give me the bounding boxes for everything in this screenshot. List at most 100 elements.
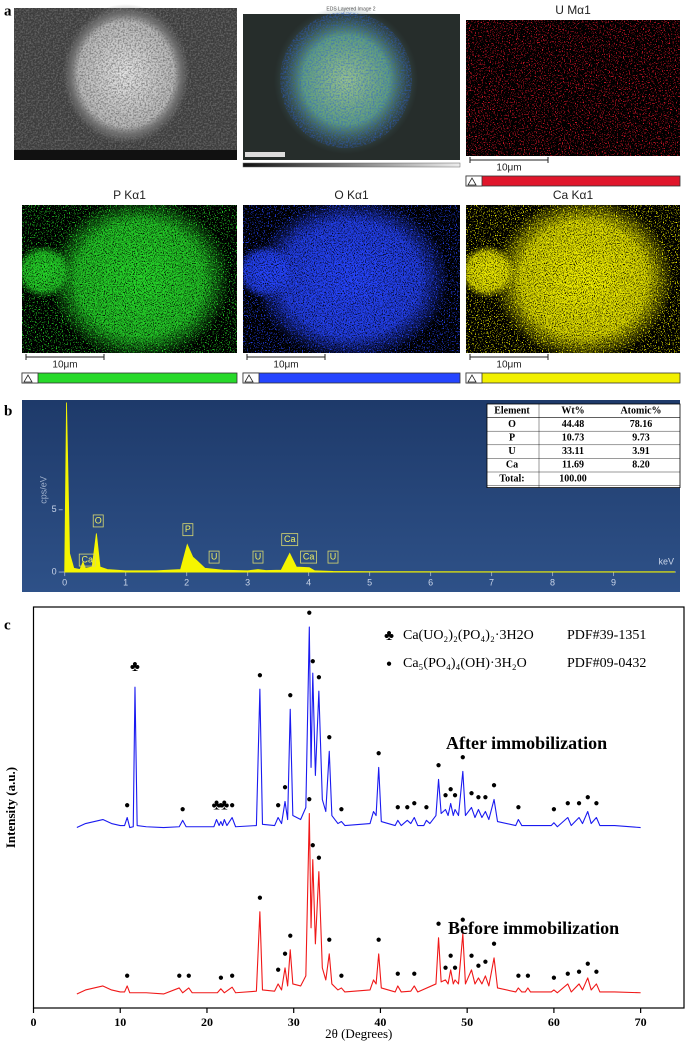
phase-marker: ● (565, 798, 571, 809)
xrd-line (76, 626, 641, 829)
phase-marker: ● (229, 800, 235, 811)
peak-label-box (208, 550, 220, 564)
x-tick-label: 4 (306, 577, 311, 587)
table-header: Element (494, 405, 530, 416)
phase-marker: ● (442, 963, 448, 974)
x-tick-label: 20 (201, 1015, 213, 1029)
phase-marker: ● (218, 800, 224, 811)
phase-marker: ● (576, 967, 582, 978)
x-axis-label: keV (658, 556, 674, 566)
peak-label: O (95, 515, 102, 525)
legend-symbol: ♣ (384, 627, 394, 644)
x-tick-label: 1 (123, 577, 128, 587)
phase-marker: ● (395, 969, 401, 980)
phase-marker: ● (326, 732, 332, 743)
phase-marker: ● (436, 760, 442, 771)
phase-marker: ● (593, 798, 599, 809)
phase-marker: ● (565, 969, 571, 980)
phase-marker: ● (395, 802, 401, 813)
x-tick-label: 40 (374, 1015, 386, 1029)
phase-marker: ● (218, 973, 224, 984)
color-bar (465, 372, 681, 384)
peak-label-box (182, 523, 194, 537)
peak-label: Ca (81, 554, 93, 564)
phase-marker: ● (576, 798, 582, 809)
phase-marker: ● (306, 608, 312, 619)
table-cell: U (508, 446, 515, 457)
x-tick-label: 70 (635, 1015, 647, 1029)
sem-info-bar (14, 150, 237, 160)
phase-marker: ● (585, 959, 591, 970)
phase-marker: ● (515, 971, 521, 982)
series-label: After immobilization (446, 733, 607, 753)
phase-marker: ● (316, 852, 322, 863)
phase-marker: ● (491, 780, 497, 791)
y-axis-label: cps/eV (38, 476, 48, 504)
phase-marker: ● (460, 914, 466, 925)
x-tick-label: 60 (548, 1015, 560, 1029)
x-tick-label: 6 (428, 577, 433, 587)
scale-label: 10μm (496, 163, 521, 174)
table-cell: 44.48 (562, 419, 585, 430)
y-axis-label: Intensity (a.u.) (3, 767, 18, 848)
table-cell: 3.91 (632, 446, 650, 457)
table-cell: 33.11 (562, 446, 584, 457)
table-cell: 78.16 (630, 419, 653, 430)
panel-label: c (4, 617, 11, 633)
x-tick-label: 0 (31, 1015, 37, 1029)
map-particle (243, 205, 460, 353)
sem-particle-texture (68, 12, 184, 136)
map-title: O Kα1 (334, 188, 369, 202)
table-cell: 100.00 (559, 473, 587, 484)
color-bar (465, 175, 681, 187)
phase-marker: ● (124, 971, 130, 982)
phase-marker: ● (551, 804, 557, 815)
table-cell: 8.20 (632, 460, 650, 471)
x-tick-label: 8 (550, 577, 555, 587)
legend-pdf: PDF#39-1351 (567, 628, 646, 643)
phase-marker: ● (452, 790, 458, 801)
phase-marker: ● (423, 802, 429, 813)
x-tick-label: 0 (62, 577, 67, 587)
phase-marker: ● (448, 951, 454, 962)
panel-label: b (4, 403, 12, 419)
phase-marker: ● (257, 892, 263, 903)
legend-formula: Ca(UO₂)₂(PO₄)₂·3H2O (403, 628, 534, 643)
phase-marker: ● (482, 957, 488, 968)
table-frame (486, 403, 681, 488)
phase-marker: ● (593, 967, 599, 978)
peak-label: Ca (284, 534, 296, 544)
color-bar-icon (23, 374, 33, 383)
map-title: U Mα1 (555, 3, 591, 17)
series-label: Before immobilization (448, 918, 619, 938)
color-bar (242, 372, 461, 384)
table-cell: P (509, 432, 515, 443)
x-tick-label: 30 (288, 1015, 300, 1029)
phase-marker: ● (338, 971, 344, 982)
x-tick-label: 7 (489, 577, 494, 587)
phase-marker: ● (186, 971, 192, 982)
phase-marker: ● (275, 965, 281, 976)
legend-symbol: ● (386, 659, 392, 670)
layered-legend (245, 152, 285, 157)
phase-marker: ● (411, 969, 417, 980)
phase-marker: ● (585, 792, 591, 803)
xrd-line (76, 812, 641, 995)
phase-marker: ● (310, 840, 316, 851)
phase-marker: ♣ (212, 796, 222, 813)
phase-marker: ● (468, 951, 474, 962)
spectrum-area (64, 402, 675, 573)
phase-marker: ♣ (130, 658, 140, 675)
phase-marker: ● (287, 690, 293, 701)
phase-marker: ● (282, 949, 288, 960)
phase-marker: ● (316, 672, 322, 683)
scale-label: 10μm (496, 360, 521, 371)
phase-marker: ● (460, 752, 466, 763)
color-bar-icon (467, 177, 477, 186)
phase-marker: ● (452, 963, 458, 974)
table-cell: 9.73 (632, 432, 650, 443)
map-title: Ca Kα1 (553, 188, 594, 202)
peak-label: U (255, 551, 262, 561)
table-header: Wt% (561, 405, 584, 416)
